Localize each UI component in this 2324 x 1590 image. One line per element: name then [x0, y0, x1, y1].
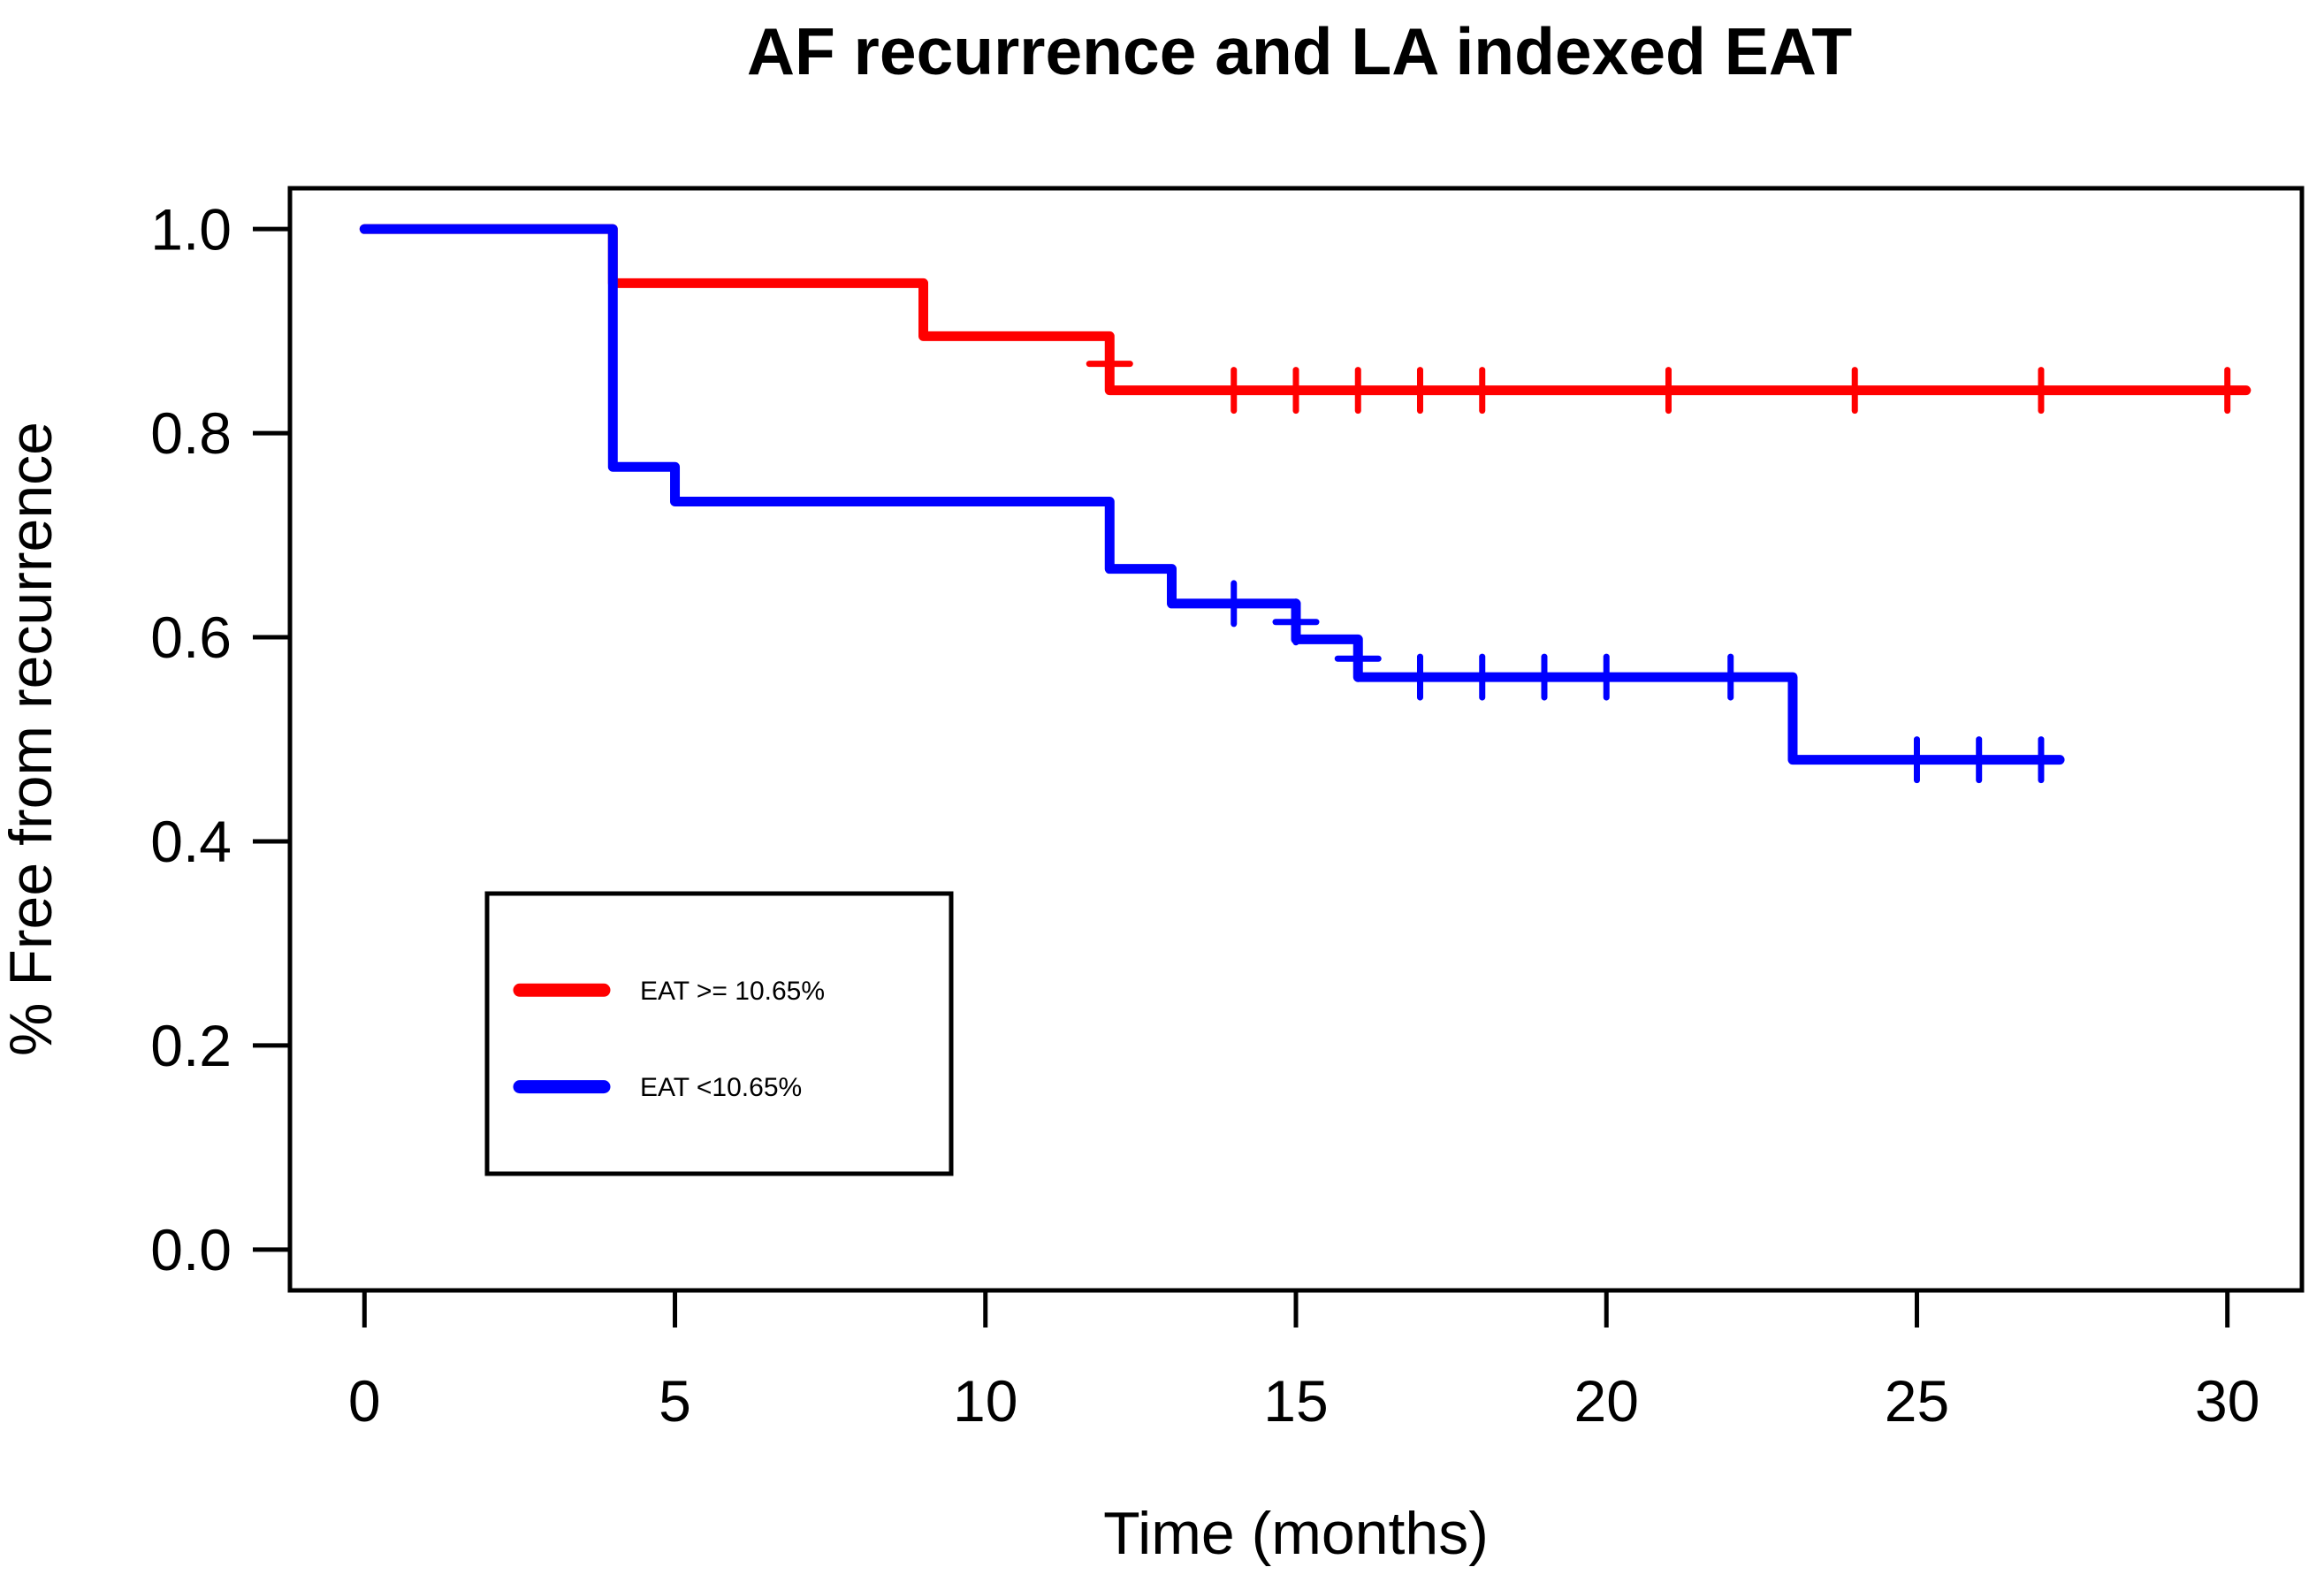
censor-plus-mark: [1086, 340, 1133, 388]
censor-plus-mark: [1396, 653, 1444, 701]
y-axis: 0.0 0.2 0.4 0.6 0.8 1.0: [150, 196, 290, 1282]
x-tick-label: 0: [348, 1368, 381, 1434]
legend-entry: EAT >= 10.65%: [513, 977, 825, 1006]
legend: EAT >= 10.65% EAT <10.65%: [484, 891, 954, 1176]
legend-label: EAT <10.65%: [640, 1073, 802, 1102]
legend-entry: EAT <10.65%: [513, 1073, 802, 1102]
survival-curve-low-eat: [359, 224, 2065, 784]
censor-plus-mark: [1334, 635, 1382, 682]
censor-plus-mark: [1459, 653, 1506, 701]
step-line-high-eat: [359, 224, 2252, 396]
plot-area: 0 5 10 15 20 25 30 0.0 0.2 0.4 0.6 0.8 1.0 EAT >= 10.…: [150, 186, 2305, 1434]
survival-curve-high-eat: [359, 224, 2252, 415]
legend-label: EAT >= 10.65%: [640, 977, 825, 1006]
censor-plus-mark: [1272, 598, 1320, 646]
censor-plus-mark: [2017, 367, 2065, 415]
y-tick-label: 0.2: [150, 1013, 232, 1078]
censor-plus-mark: [2204, 367, 2252, 415]
censor-plus-mark: [1707, 653, 1755, 701]
x-tick-label: 15: [1263, 1368, 1328, 1434]
legend-box: [484, 891, 954, 1176]
x-tick-label: 10: [953, 1368, 1017, 1434]
y-tick-label: 0.6: [150, 605, 232, 670]
censor-plus-mark: [1520, 653, 1568, 701]
x-axis: 0 5 10 15 20 25 30: [348, 1290, 2259, 1434]
step-line-low-eat: [359, 224, 2065, 765]
y-tick-label: 0.8: [150, 400, 232, 466]
y-axis-title: % Free from recurrence: [0, 422, 65, 1056]
x-tick-label: 5: [659, 1368, 691, 1434]
censor-plus-mark: [1582, 653, 1630, 701]
censor-plus-mark: [1831, 367, 1878, 415]
x-tick-label: 25: [1885, 1368, 1949, 1434]
censor-plus-mark: [1459, 367, 1506, 415]
censor-plus-mark: [1210, 580, 1258, 628]
x-axis-title: Time (months): [1103, 1500, 1489, 1567]
chart-title: AF recurrence and LA indexed EAT: [747, 14, 1852, 88]
plot-box: [287, 186, 2305, 1293]
censor-plus-mark: [1893, 736, 1940, 784]
y-tick-label: 1.0: [150, 196, 232, 262]
y-tick-label: 0.0: [150, 1217, 232, 1282]
censor-plus-mark: [1644, 367, 1692, 415]
x-tick-label: 20: [1574, 1368, 1639, 1434]
y-tick-label: 0.4: [150, 809, 232, 874]
censor-plus-mark: [1334, 367, 1382, 415]
censor-plus-mark: [2017, 736, 2065, 784]
censor-plus-mark: [1396, 367, 1444, 415]
censor-plus-mark: [1210, 367, 1258, 415]
censor-plus-mark: [1272, 367, 1320, 415]
x-tick-label: 30: [2195, 1368, 2259, 1434]
censor-plus-mark: [1955, 736, 2003, 784]
